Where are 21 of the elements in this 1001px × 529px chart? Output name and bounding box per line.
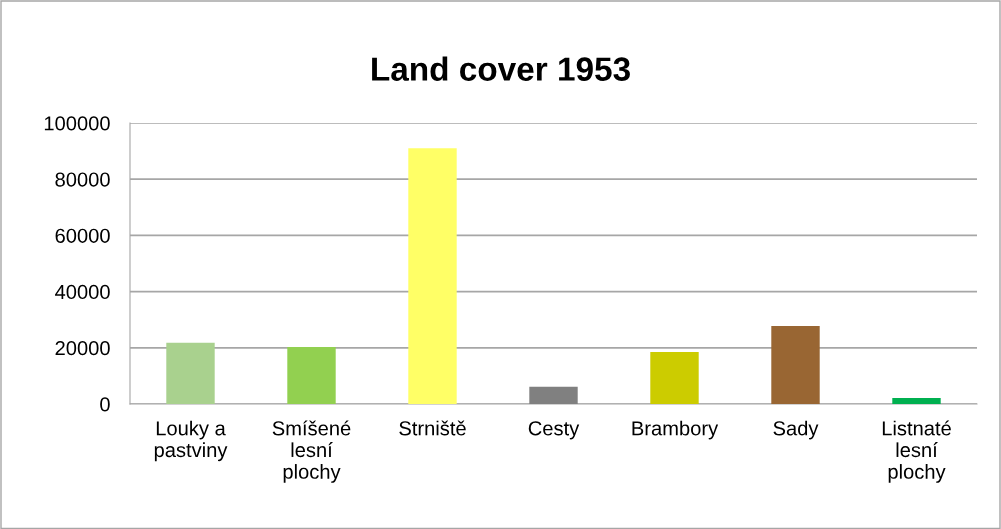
x-tick-label: Brambory (632, 420, 719, 440)
x-tick-label: Louky a pastviny (154, 420, 228, 462)
x-tick-label: Strniště (399, 420, 466, 436)
x-tick-label: Sady (773, 420, 819, 440)
y-tick-label: 0 (100, 397, 110, 412)
x-tick-label: Smíšené lesní plochy (272, 420, 351, 483)
chart-title: Land cover 1953 (372, 56, 630, 81)
y-tick-label: 100000 (44, 116, 110, 131)
bar (892, 398, 941, 404)
bar (771, 325, 820, 404)
y-tick-label: 40000 (55, 284, 110, 300)
bar (408, 148, 457, 404)
bar (166, 342, 215, 404)
bar (287, 346, 336, 404)
x-tick-label: Listnaté lesní plochy (882, 420, 951, 483)
bar (529, 386, 578, 404)
y-tick-label: 80000 (55, 172, 110, 187)
bar (650, 352, 699, 404)
y-tick-label: 20000 (55, 341, 110, 356)
x-tick-label: Cesty (528, 421, 580, 440)
y-tick-label: 60000 (55, 228, 110, 243)
